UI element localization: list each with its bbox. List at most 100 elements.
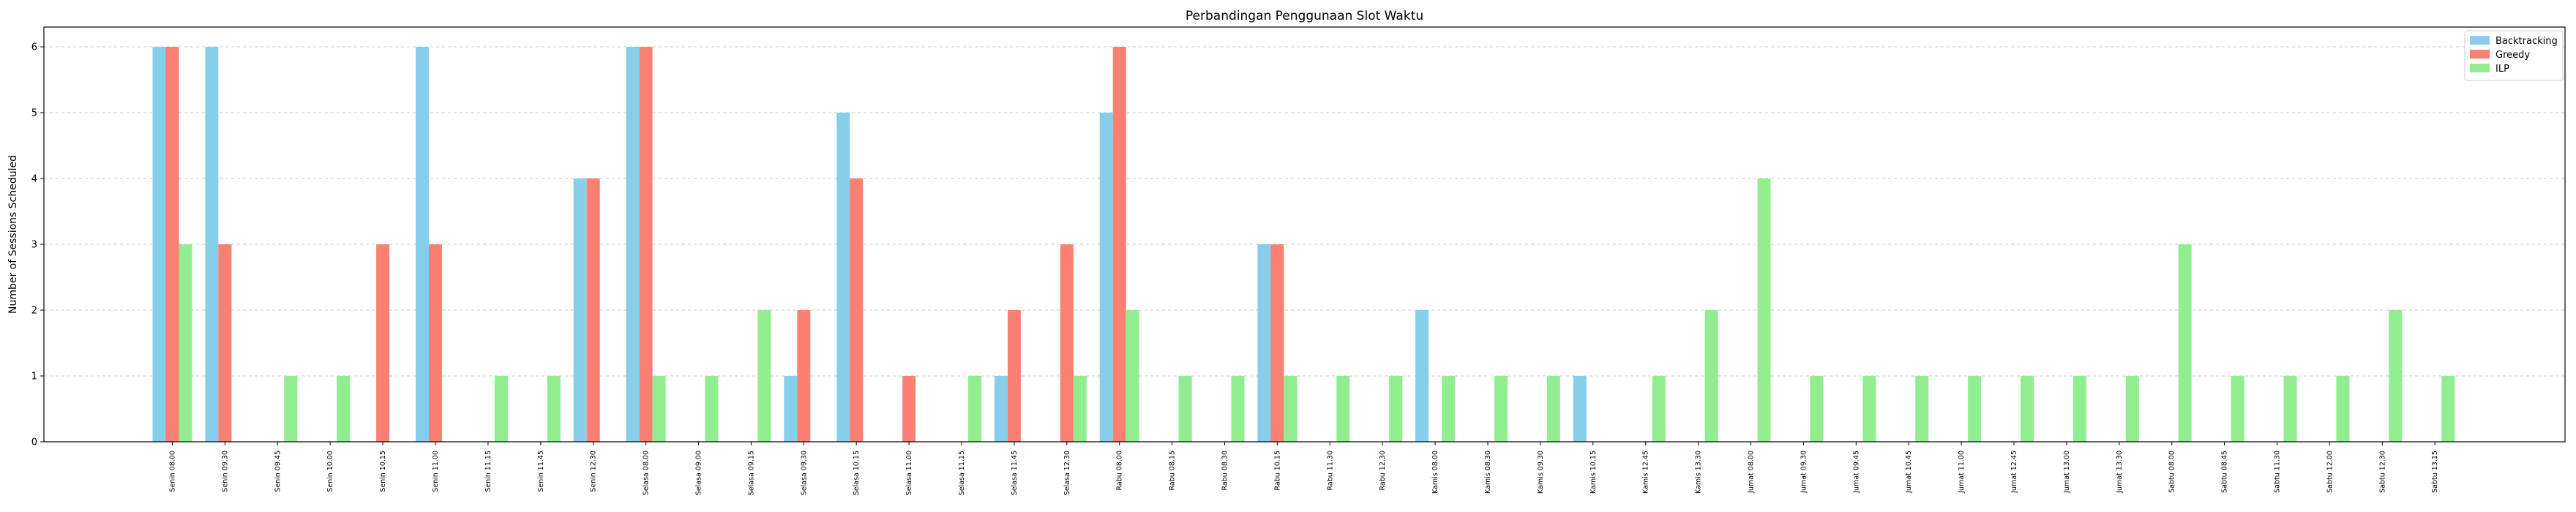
x-tick-label: Kamis 09.30 <box>1537 451 1545 494</box>
bar-backtracking <box>994 376 1008 442</box>
bar-ilp <box>1178 376 1192 442</box>
bar-greedy <box>1112 47 1126 442</box>
x-tick-label: Selasa 11.00 <box>905 451 913 495</box>
bar-ilp <box>1968 376 1982 442</box>
x-tick-label: Selasa 09.30 <box>800 451 808 495</box>
bar-ilp <box>1494 376 1508 442</box>
legend-label-backtracking: Backtracking <box>2496 36 2558 47</box>
x-tick-label: Senin 09.45 <box>274 451 282 492</box>
x-tick-label: Selasa 10.15 <box>853 451 861 495</box>
bar-ilp <box>2283 376 2297 442</box>
bar-ilp <box>1862 376 1876 442</box>
bar-backtracking <box>626 47 640 442</box>
y-tick-label: 2 <box>31 306 37 317</box>
bar-ilp <box>1284 376 1298 442</box>
bar-ilp <box>652 376 666 442</box>
legend-swatch-ilp <box>2470 64 2490 72</box>
bar-ilp <box>2389 310 2403 442</box>
x-tick-label: Kamis 12.45 <box>1642 451 1650 494</box>
bar-ilp <box>705 376 719 442</box>
bar-ilp <box>284 376 298 442</box>
x-tick-label: Jumat 11.00 <box>1958 451 1966 494</box>
x-tick-label: Selasa 12.30 <box>1063 451 1071 495</box>
bar-ilp <box>2336 376 2350 442</box>
bar-greedy <box>850 178 864 442</box>
bar-greedy <box>165 47 179 442</box>
bar-ilp <box>179 244 192 442</box>
bar-ilp <box>337 376 351 442</box>
bar-ilp <box>1810 376 1824 442</box>
x-tick-label: Senin 11.00 <box>432 451 440 492</box>
x-tick-label: Kamis 08.00 <box>1431 451 1439 494</box>
legend-swatch-greedy <box>2470 50 2490 59</box>
bar-backtracking <box>836 113 850 442</box>
x-tick-label: Jumat 09.45 <box>1852 451 1860 494</box>
x-tick-label: Rabu 12.30 <box>1379 451 1387 490</box>
x-tick-label: Senin 10.00 <box>326 451 334 492</box>
bar-ilp <box>1546 376 1560 442</box>
x-tick-label: Kamis 13.30 <box>1695 451 1703 494</box>
x-tick-label: Senin 10.15 <box>379 451 387 492</box>
x-tick-label: Senin 11.45 <box>537 451 545 492</box>
bar-ilp <box>1389 376 1403 442</box>
x-tick-label: Jumat 12.45 <box>2010 451 2018 494</box>
x-tick-label: Sabtu 12.30 <box>2378 451 2386 493</box>
bar-ilp <box>2073 376 2086 442</box>
bar-ilp <box>1757 178 1771 442</box>
y-tick-label: 0 <box>31 437 37 448</box>
x-tick-label: Senin 08.00 <box>169 451 177 492</box>
bar-greedy <box>902 376 916 442</box>
x-tick-label: Sabtu 08.45 <box>2221 451 2229 493</box>
y-axis: 0 1 2 3 4 5 6 <box>31 42 44 448</box>
legend: Backtracking Greedy ILP <box>2464 30 2564 81</box>
bar-ilp <box>757 310 771 442</box>
bar-ilp <box>1336 376 1350 442</box>
bar-backtracking <box>784 376 798 442</box>
bar-backtracking <box>205 47 219 442</box>
x-tick-label: Selasa 09.00 <box>695 451 703 495</box>
bar-greedy <box>1007 310 1021 442</box>
bar-ilp <box>1126 310 1139 442</box>
bar-greedy <box>586 178 600 442</box>
x-tick-label: Sabtu 11.30 <box>2274 451 2282 493</box>
x-tick-label: Selasa 11.45 <box>1011 451 1019 495</box>
x-tick-label: Rabu 11.30 <box>1326 451 1334 490</box>
bar-backtracking <box>1573 376 1587 442</box>
bar-backtracking <box>1415 310 1429 442</box>
y-tick-label: 1 <box>31 372 37 383</box>
x-tick-label: Jumat 13.00 <box>2063 451 2071 494</box>
legend-label-ilp: ILP <box>2496 64 2509 75</box>
bar-backtracking <box>1099 113 1113 442</box>
x-tick-label: Sabtu 12.00 <box>2326 451 2334 493</box>
bar-greedy <box>218 244 232 442</box>
x-tick-label: Senin 11.15 <box>484 451 493 492</box>
bar-ilp <box>1915 376 1929 442</box>
x-tick-label: Senin 09.30 <box>221 451 229 492</box>
bar-backtracking <box>416 47 429 442</box>
bar-ilp <box>968 376 981 442</box>
x-tick-label: Rabu 08.30 <box>1221 451 1229 490</box>
bar-ilp <box>2021 376 2034 442</box>
bar-ilp <box>2441 376 2455 442</box>
chart-title: Perbandingan Penggunaan Slot Waktu <box>1186 9 1423 23</box>
bar-ilp <box>2125 376 2139 442</box>
bar-greedy <box>1060 244 1074 442</box>
bar-ilp <box>1073 376 1087 442</box>
x-tick-label: Selasa 08.00 <box>643 451 651 495</box>
bar-ilp <box>1442 376 1456 442</box>
x-tick-label: Selasa 09.15 <box>747 451 755 495</box>
y-axis-label: Number of Sessions Scheduled <box>7 155 19 314</box>
bar-greedy <box>639 47 653 442</box>
bar-backtracking <box>1257 244 1271 442</box>
y-tick-label: 3 <box>31 240 37 251</box>
bar-backtracking <box>152 47 166 442</box>
x-tick-label: Kamis 10.15 <box>1590 451 1598 494</box>
bar-greedy <box>376 244 390 442</box>
bar-ilp <box>1652 376 1666 442</box>
bar-ilp <box>2178 244 2192 442</box>
bar-greedy <box>797 310 811 442</box>
bars <box>152 47 2455 442</box>
x-tick-label: Sabtu 08.00 <box>2168 451 2176 493</box>
x-tick-label: Sabtu 13.15 <box>2431 451 2439 493</box>
